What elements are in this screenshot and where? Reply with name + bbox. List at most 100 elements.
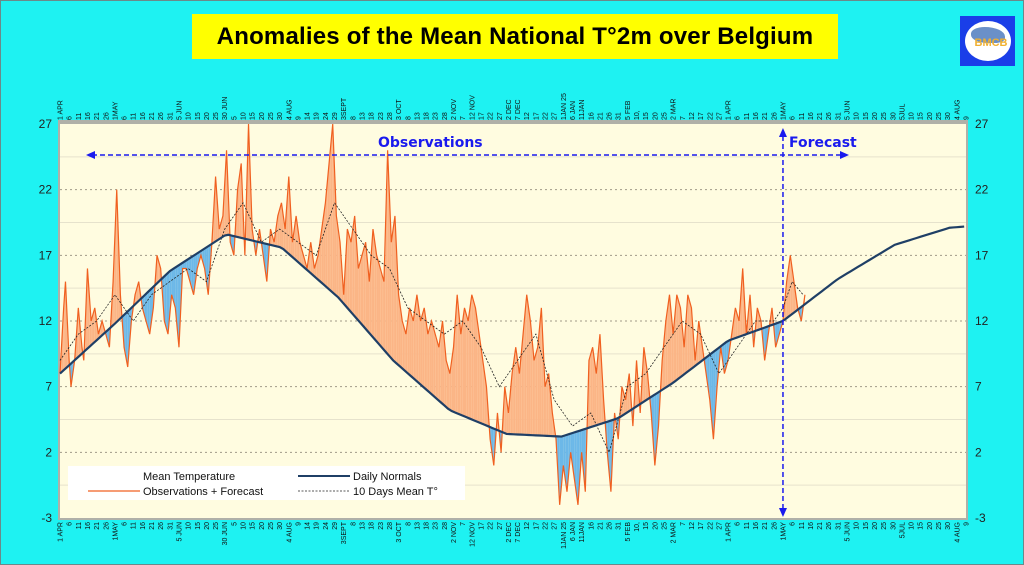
anomaly-below-normal	[577, 430, 580, 505]
anomaly-above-normal	[464, 307, 467, 418]
x-tick-label-bottom: 21	[149, 522, 156, 530]
x-tick-label-bottom: 24	[323, 522, 330, 530]
x-tick-label-top: 15	[863, 112, 870, 120]
anomaly-above-normal	[329, 143, 331, 291]
anomaly-above-normal	[451, 347, 454, 412]
y-tick-label-left: 17	[39, 248, 53, 262]
x-tick-label-top: 12	[524, 112, 531, 120]
anomaly-above-normal	[427, 327, 430, 393]
x-tick-label-top: 2 MAR	[671, 99, 678, 120]
x-tick-label-bottom: 21	[762, 522, 769, 530]
anomaly-above-normal	[407, 307, 410, 375]
anomaly-above-normal	[788, 255, 791, 317]
y-tick-label-right: -3	[975, 511, 986, 525]
anomaly-below-normal	[191, 255, 194, 295]
anomaly-below-normal	[653, 394, 655, 466]
anomaly-above-normal	[372, 229, 375, 340]
anomaly-above-normal	[270, 229, 273, 246]
x-tick-label-top: 6	[122, 116, 129, 120]
x-tick-label-bottom: 10	[909, 522, 916, 530]
anomaly-above-normal	[352, 215, 355, 317]
anomaly-above-normal	[621, 386, 624, 416]
anomaly-above-normal	[512, 360, 514, 435]
x-tick-label-top: 22	[543, 112, 550, 120]
anomaly-above-normal	[91, 314, 93, 346]
x-tick-label-top: 5 FEB	[625, 100, 632, 120]
x-tick-label-top: 26	[103, 112, 110, 120]
x-tick-label-top: 16	[85, 112, 92, 120]
x-tick-label-top: 15	[250, 112, 257, 120]
x-tick-label-top: 31	[835, 112, 842, 120]
x-tick-label-top: 17	[698, 112, 705, 120]
x-tick-label-bottom: 15	[918, 522, 925, 530]
x-tick-label-bottom: 8	[405, 522, 412, 526]
x-tick-label-bottom: 28	[442, 522, 449, 530]
x-tick-label-top: 2 NOV	[451, 99, 458, 120]
legend-label-observations: Observations + Forecast	[143, 486, 263, 498]
x-tick-label-bottom: 30	[277, 522, 284, 530]
anomaly-above-normal	[94, 307, 97, 342]
x-tick-label-top: 27	[716, 112, 723, 120]
x-tick-label-top: 25	[213, 112, 220, 120]
x-tick-label-bottom: 20	[259, 522, 266, 530]
anomaly-above-normal	[297, 229, 300, 264]
x-tick-label-top: 16	[588, 112, 595, 120]
anomaly-above-normal	[691, 307, 694, 369]
x-tick-label-top: 20	[204, 112, 211, 120]
anomaly-above-normal	[426, 321, 428, 391]
ten-day-mean-line	[59, 201, 804, 454]
x-tick-label-bottom: 11	[76, 522, 83, 529]
x-tick-label-bottom: 6	[790, 522, 797, 526]
x-tick-label-top: 23	[433, 112, 440, 120]
x-tick-label-bottom: 26	[158, 522, 165, 530]
x-tick-label-bottom: 9	[295, 522, 302, 526]
x-tick-label-bottom: 2 NOV	[451, 522, 458, 543]
x-tick-label-top: 15	[918, 112, 925, 120]
y-tick-label-right: 27	[975, 117, 989, 131]
x-tick-label-bottom: 30	[890, 522, 897, 530]
anomaly-above-normal	[224, 150, 227, 236]
anomaly-below-normal	[127, 309, 130, 367]
anomaly-above-normal	[325, 183, 328, 288]
arrow-up-icon	[778, 128, 787, 137]
x-tick-label-top: 6	[735, 116, 742, 120]
x-tick-label-bottom: 5 JUN	[845, 522, 852, 541]
anomaly-above-normal	[413, 307, 416, 380]
x-tick-label-top: 20	[872, 112, 879, 120]
x-tick-label-bottom: 9	[964, 522, 971, 526]
x-tick-label-top: 7	[680, 116, 687, 120]
x-tick-label-top: 11	[131, 113, 138, 120]
anomaly-above-normal	[422, 307, 425, 388]
anomaly-above-normal	[358, 261, 361, 323]
x-tick-label-bottom: 12	[689, 522, 696, 530]
anomaly-above-normal	[100, 321, 103, 337]
anomaly-above-normal	[473, 301, 476, 421]
x-tick-label-top: 2 DEC	[506, 99, 513, 120]
anomaly-above-normal	[519, 353, 522, 435]
anomaly-above-normal	[477, 321, 480, 423]
x-tick-label-bottom: 15	[863, 522, 870, 530]
y-tick-label-left: -3	[41, 511, 52, 525]
x-tick-label-bottom: 25	[213, 522, 220, 530]
anomaly-above-normal	[475, 307, 478, 422]
anomaly-below-normal	[146, 292, 148, 328]
x-tick-label-bottom: 18	[424, 522, 431, 530]
x-tick-label-bottom: 1 APR	[58, 522, 65, 542]
x-tick-label-top: 25	[936, 112, 943, 120]
anomaly-above-normal	[330, 124, 333, 293]
anomaly-above-normal	[404, 327, 406, 372]
x-tick-label-top: 4 AUG	[286, 99, 293, 120]
arrow-right-icon	[840, 151, 849, 159]
x-tick-label-bottom: 11	[131, 522, 138, 529]
x-tick-label-bottom: 30 JUN	[222, 522, 229, 545]
x-tick-label-top: 6	[790, 116, 797, 120]
x-tick-label-top: 27	[552, 112, 559, 120]
anomaly-above-normal	[433, 327, 436, 398]
anomaly-above-normal	[277, 209, 280, 248]
legend-label-normals: Daily Normals	[353, 471, 422, 483]
y-tick-label-left: 22	[39, 183, 53, 197]
y-tick-label-left: 2	[45, 445, 52, 459]
anomaly-above-normal	[676, 294, 679, 380]
anomaly-above-normal	[665, 307, 668, 388]
anomaly-above-normal	[682, 327, 685, 376]
